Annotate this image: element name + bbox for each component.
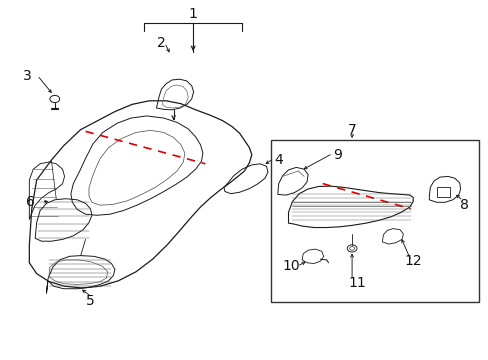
Text: 9: 9 — [332, 148, 341, 162]
Bar — [436, 187, 449, 197]
Text: 3: 3 — [22, 69, 31, 82]
Text: 11: 11 — [347, 276, 365, 289]
Bar — [271, 140, 478, 302]
Text: 10: 10 — [282, 260, 299, 273]
Text: 6: 6 — [26, 195, 35, 208]
Text: 2: 2 — [157, 36, 165, 50]
Text: 5: 5 — [86, 294, 95, 307]
Text: 7: 7 — [347, 123, 356, 136]
Text: 8: 8 — [459, 198, 468, 212]
Text: 4: 4 — [274, 153, 283, 167]
Text: 12: 12 — [404, 254, 421, 268]
Text: 1: 1 — [188, 8, 197, 21]
